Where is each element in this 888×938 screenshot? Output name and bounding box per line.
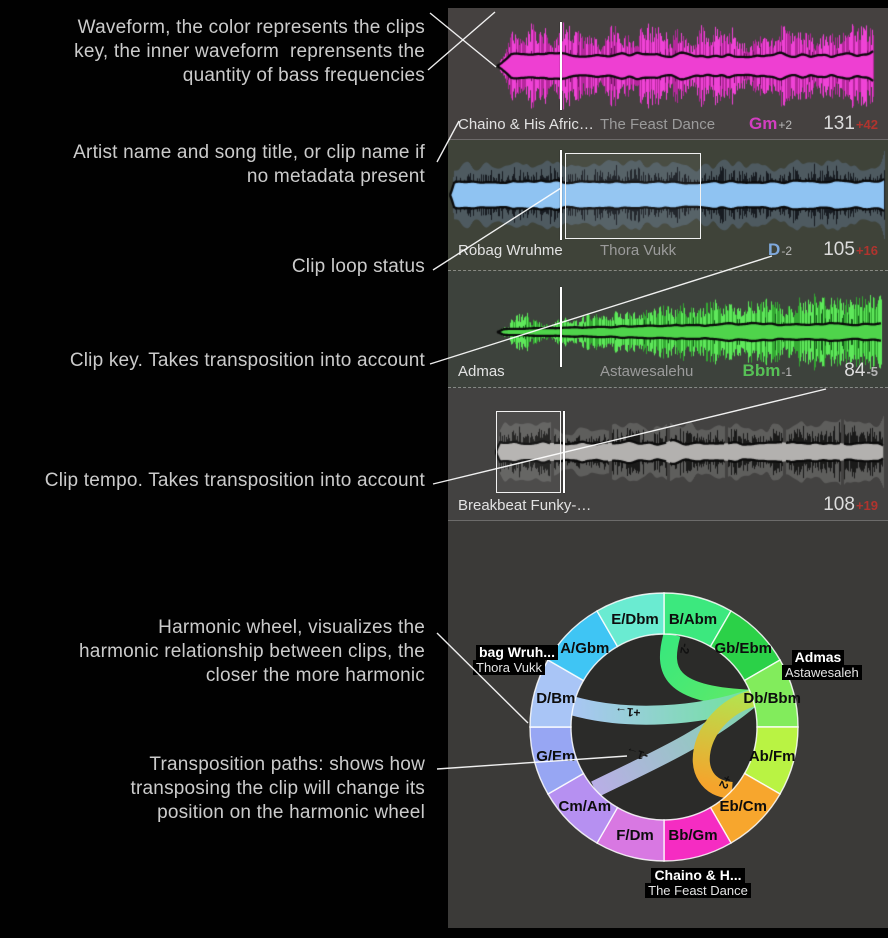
ribbon-label-minus-1: -1→ (624, 744, 650, 764)
clip-row[interactable]: Breakbeat Funky-… 108 +19 (458, 494, 878, 518)
playhead-clip-3[interactable] (560, 287, 562, 367)
playhead-clip-2[interactable] (560, 150, 562, 240)
clip-title: Astawesalehu (600, 363, 694, 380)
annotation-transposition-paths: Transposition paths: shows how transposin… (130, 754, 425, 823)
wheel-tag-robag: bag Wruh... Thora Vukk (473, 645, 558, 675)
row-separator-dashed (448, 270, 888, 271)
row-separator (448, 139, 888, 140)
clip-row[interactable]: Admas Astawesalehu Bbm -1 84 -5 (458, 360, 878, 384)
wheel-segment-label: Eb/Cm (719, 798, 767, 815)
clip-artist: Breakbeat Funky-… (458, 497, 592, 514)
clip-tempo: 131 (823, 113, 855, 134)
wheel-segment-label: B/Abm (669, 611, 717, 628)
wheel-segment-label: A/Gbm (560, 640, 609, 657)
clip-key: D (768, 240, 781, 259)
annotation-waveform: Waveform, the color represents the clips… (74, 17, 425, 86)
clip-tempo: 105 (823, 239, 855, 260)
annotation-clip-key: Clip key. Takes transposition into accou… (69, 350, 425, 371)
clip-tempo-offset: -5 (866, 364, 878, 379)
wheel-segment-label: F/Dm (616, 827, 654, 844)
clip-title: Thora Vukk (600, 242, 677, 259)
wheel-segment-label: G/Em (536, 748, 575, 765)
clip-key: Gm (748, 114, 778, 133)
clip-key: Bbm (742, 361, 781, 380)
clip-tempo-offset: +16 (855, 243, 878, 258)
annotation-loop-status: Clip loop status (291, 256, 425, 277)
wheel-tag-chaino: Chaino & H... The Feast Dance (623, 868, 773, 898)
annotation-harmonic-wheel: Harmonic wheel, visualizes the harmonic r… (79, 617, 425, 686)
waveform-clip-1[interactable] (448, 14, 888, 118)
clip-tempo-offset: +19 (855, 498, 878, 513)
playhead-clip-4[interactable] (563, 411, 565, 493)
clip-key-offset: +2 (778, 118, 792, 132)
loop-region-clip-4[interactable] (496, 411, 561, 493)
clip-key-offset: -1 (781, 365, 792, 379)
clip-row[interactable]: Chaino & His Afric… The Feast Dance Gm +2… (458, 113, 878, 137)
wheel-tag-admas: Admas Astawesaleh (782, 650, 862, 680)
row-separator (448, 520, 888, 521)
annotation-artist-title: Artist name and song title, or clip name… (73, 142, 425, 187)
clip-title: The Feast Dance (600, 116, 716, 133)
clip-list-panel: Chaino & His Afric… The Feast Dance Gm +2… (448, 8, 888, 928)
wheel-segment-E/Dbm[interactable] (596, 592, 665, 648)
wheel-segment-label: Cm/Am (559, 798, 612, 815)
clip-tempo: 84 (844, 360, 866, 381)
wheel-segment-label: D/Bm (536, 690, 575, 707)
ribbon-label-plus-1: +1→ (614, 704, 641, 720)
wheel-segment-label: Gb/Ebm (714, 640, 772, 657)
ribbon-label-minus-2: -2 (677, 642, 693, 655)
clip-key-offset: -2 (781, 244, 792, 258)
annotation-clip-tempo: Clip tempo. Takes transposition into acc… (44, 470, 425, 491)
wheel-segment-label: Ab/Fm (749, 748, 796, 765)
playhead-clip-1[interactable] (560, 22, 562, 110)
loop-region-clip-2[interactable] (565, 153, 701, 239)
clip-artist: Chaino & His Afric… (458, 116, 594, 133)
row-separator-dashed (448, 387, 888, 388)
wheel-segment-label: Bb/Gm (668, 827, 717, 844)
wheel-segment-label: Db/Bbm (743, 690, 801, 707)
clip-tempo-offset: +42 (855, 117, 878, 132)
wheel-segment-label: E/Dbm (611, 611, 659, 628)
ribbon-label-plus-2: +2 (716, 773, 735, 792)
ribbon-plus-2 (692, 690, 756, 799)
clip-tempo: 108 (823, 494, 855, 515)
clip-artist: Admas (458, 363, 505, 380)
clip-row[interactable]: Robag Wruhme Thora Vukk D -2 105 +16 (458, 239, 878, 263)
clip-artist: Robag Wruhme (458, 242, 563, 259)
